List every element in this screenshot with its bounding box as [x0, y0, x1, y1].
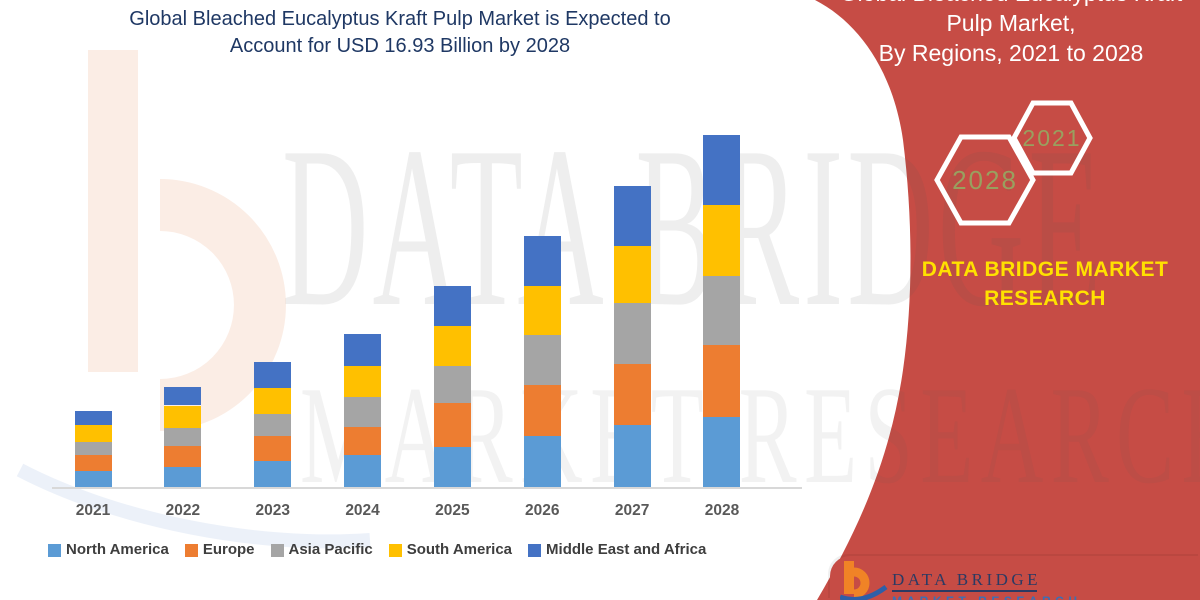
x-axis-label-2024: 2024 — [345, 502, 380, 519]
bar-segment-2028-europe — [703, 345, 741, 417]
bar-segment-2023-north-america — [254, 461, 292, 487]
bar-segment-2021-south-america — [74, 425, 112, 442]
x-axis-label-2021: 2021 — [75, 502, 111, 519]
bar-segment-2026-north-america — [523, 436, 561, 487]
banner-brand-line1: DATA BRIDGE MARKET — [921, 258, 1169, 281]
bar-segment-2028-north-america — [703, 416, 741, 487]
banner-red-area — [815, 0, 1200, 600]
legend-item-middle-east-and-africa: Middle East and Africa — [528, 541, 706, 558]
x-axis-line — [52, 487, 802, 489]
bar-segment-2025-asia-pacific — [433, 365, 471, 404]
logo-watermark-bar — [88, 50, 138, 372]
bar-segment-2027-south-america — [613, 245, 651, 304]
bar-segment-2025-north-america — [433, 446, 471, 487]
hexagon-2028 — [934, 134, 1036, 226]
legend-item-asia-pacific: Asia Pacific — [270, 541, 373, 558]
bar-segment-2021-north-america — [74, 470, 112, 487]
bar-segment-2026-asia-pacific — [523, 335, 561, 386]
bar-segment-2027-north-america — [613, 425, 651, 487]
bar-segment-2025-south-america — [433, 325, 471, 366]
bar-segment-2024-asia-pacific — [344, 396, 382, 427]
data-bridge-logo-watermark — [16, 50, 371, 549]
hexagon-year-badges: 2028 2021 — [934, 100, 1093, 226]
x-axis-label-2022: 2022 — [165, 502, 201, 519]
bar-segment-2028-south-america — [703, 204, 741, 276]
bar-segment-2021-asia-pacific — [74, 441, 112, 455]
legend-label: Middle East and Africa — [546, 541, 707, 558]
chart-legend: North America Europe Asia Pacific South Ame… — [48, 541, 706, 558]
legend-label: Europe — [202, 541, 255, 558]
legend-swatch — [184, 543, 198, 557]
banner-heading-line1-clipped: Global Bleached Eucalyptus Kraft — [828, 0, 1194, 8]
footer-brand-subtitle: MARKET RESEARCH — [892, 594, 1082, 600]
bar-segment-2026-south-america — [523, 285, 561, 336]
bar-segment-2027-asia-pacific — [613, 303, 651, 365]
legend-label: Asia Pacific — [288, 541, 373, 558]
bar-segment-2022-asia-pacific — [164, 427, 202, 447]
chart-title-line2: Account for USD 16.93 Billion by 2028 — [229, 35, 571, 57]
banner-brand-line2: RESEARCH — [984, 287, 1106, 310]
legend-swatch — [48, 543, 61, 557]
bar-segment-2022-middle-east-and-africa — [164, 386, 202, 406]
bar-segment-2025-europe — [433, 403, 471, 447]
logo-watermark-swoosh — [16, 463, 371, 549]
legend-item-europe: Europe — [184, 541, 255, 558]
bar-segment-2027-europe — [613, 364, 651, 426]
x-axis-label-2026: 2026 — [525, 502, 560, 519]
banner-heading-line2: Pulp Market, — [946, 10, 1076, 36]
data-bridge-logo-icon — [840, 561, 888, 600]
bar-segment-2024-europe — [344, 426, 382, 455]
bar-segment-2023-south-america — [254, 387, 292, 415]
logo-watermark-bowl — [159, 179, 286, 431]
footer-brand-underline — [892, 590, 1037, 592]
bar-segment-2022-north-america — [164, 467, 202, 487]
bar-segment-2028-asia-pacific — [703, 275, 741, 345]
bar-segment-2024-south-america — [344, 366, 382, 397]
hexagon-2028-label: 2028 — [952, 165, 1018, 195]
x-axis-label-2027: 2027 — [614, 502, 650, 519]
bar-segment-2021-middle-east-and-africa — [74, 410, 112, 426]
banner-brand-text: DATA BRIDGE MARKET RESEARCH — [900, 255, 1190, 313]
x-axis-label-2028: 2028 — [704, 502, 740, 519]
bar-segment-2026-europe — [523, 385, 561, 437]
legend-swatch — [528, 543, 542, 557]
bar-segment-2026-middle-east-and-africa — [523, 235, 561, 286]
legend-swatch — [388, 543, 402, 557]
banner-heading-line3: By Regions, 2021 to 2028 — [878, 40, 1144, 66]
bar-segment-2023-asia-pacific — [254, 414, 292, 437]
bar-segment-2024-north-america — [344, 454, 382, 487]
bar-segment-2025-middle-east-and-africa — [433, 285, 471, 326]
bar-segment-2023-middle-east-and-africa — [254, 362, 292, 388]
legend-item-north-america: North America — [48, 541, 169, 558]
bar-segment-2022-south-america — [164, 405, 202, 428]
legend-swatch — [270, 543, 284, 557]
bar-segment-2021-europe — [74, 454, 112, 471]
banner-heading: Global Bleached Eucalyptus Kraft Pulp Ma… — [828, 0, 1194, 68]
hexagon-2021 — [1011, 100, 1093, 176]
chart-title-line1: Global Bleached Eucalyptus Kraft Pulp Ma… — [129, 8, 671, 30]
bar-segment-2028-middle-east-and-africa — [703, 135, 741, 205]
bar-segment-2027-middle-east-and-africa — [613, 186, 651, 246]
chart-title: Global Bleached Eucalyptus Kraft Pulp Ma… — [40, 6, 760, 60]
hexagon-2021-label: 2021 — [1022, 125, 1081, 151]
bar-segment-2024-middle-east-and-africa — [344, 334, 382, 366]
legend-label: North America — [66, 541, 169, 558]
legend-item-south-america: South America — [388, 541, 513, 558]
bar-segment-2022-europe — [164, 446, 202, 468]
legend-label: South America — [406, 541, 513, 558]
footer-logo-box: DATA BRIDGE MARKET RESEARCH — [830, 556, 1200, 600]
footer-brand-name: DATA BRIDGE — [892, 570, 1042, 589]
x-axis-label-2025: 2025 — [435, 502, 470, 519]
x-axis-label-2023: 2023 — [255, 502, 290, 519]
bar-segment-2023-europe — [254, 436, 292, 461]
